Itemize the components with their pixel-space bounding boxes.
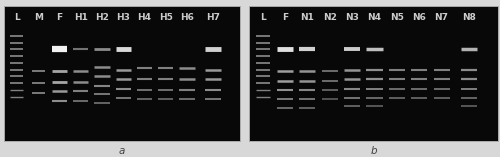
- Text: H1: H1: [74, 13, 88, 22]
- Text: a: a: [119, 146, 125, 156]
- Text: H6: H6: [180, 13, 194, 22]
- Text: b: b: [370, 146, 378, 156]
- Text: N1: N1: [300, 13, 314, 22]
- Text: N7: N7: [434, 13, 448, 22]
- Text: F: F: [56, 13, 62, 22]
- Text: M: M: [34, 13, 42, 22]
- Text: N8: N8: [462, 13, 476, 22]
- Text: L: L: [14, 13, 20, 22]
- Text: H5: H5: [158, 13, 172, 22]
- Text: N4: N4: [368, 13, 382, 22]
- Text: N2: N2: [323, 13, 336, 22]
- Text: H7: H7: [206, 13, 220, 22]
- Text: H4: H4: [138, 13, 151, 22]
- Text: F: F: [282, 13, 288, 22]
- Text: L: L: [260, 13, 266, 22]
- Text: H2: H2: [95, 13, 109, 22]
- Text: N6: N6: [412, 13, 426, 22]
- Text: N5: N5: [390, 13, 404, 22]
- Text: N3: N3: [345, 13, 359, 22]
- Text: H3: H3: [116, 13, 130, 22]
